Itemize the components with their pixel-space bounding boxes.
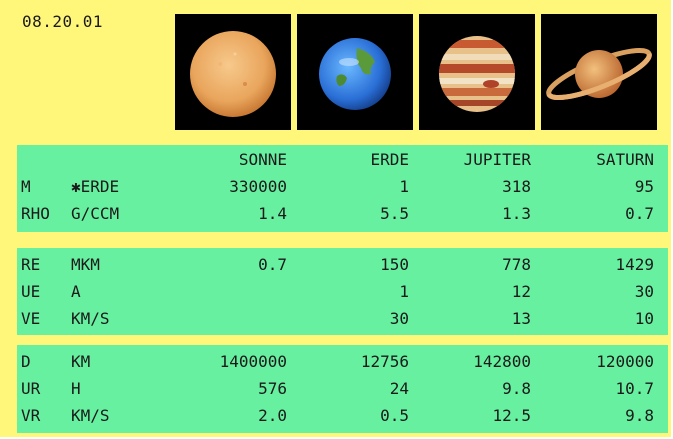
row-unit: KM	[71, 352, 91, 371]
table-cell: 1	[399, 177, 409, 196]
table-cell: 12756	[360, 352, 409, 371]
table-cell: 0.7	[258, 255, 287, 274]
row-unit: H	[71, 379, 81, 398]
table-cell: 12.5	[492, 406, 531, 425]
row-key: UR	[21, 379, 41, 398]
table-cell: 778	[502, 255, 531, 274]
table-cell: 1429	[615, 255, 654, 274]
row-key: RE	[21, 255, 41, 274]
table-cell: 318	[502, 177, 531, 196]
table-cell: 10	[634, 309, 654, 328]
table-cell: 30	[389, 309, 409, 328]
table-cell: 1	[399, 282, 409, 301]
row-unit: G/CCM	[71, 204, 120, 223]
row-unit: KM/S	[71, 406, 110, 425]
saturn-image	[541, 14, 657, 130]
table-cell: 142800	[473, 352, 531, 371]
header-jupiter: JUPITER	[463, 150, 531, 169]
row-key: UE	[21, 282, 41, 301]
earth-image	[297, 14, 413, 130]
row-key: VR	[21, 406, 41, 425]
header-sonne: SONNE	[238, 150, 287, 169]
row-unit: A	[71, 282, 81, 301]
table-cell: 1400000	[219, 352, 287, 371]
table-cell: 95	[634, 177, 654, 196]
table-cell: 30	[634, 282, 654, 301]
table-cell: 10.7	[615, 379, 654, 398]
table-cell: 120000	[596, 352, 654, 371]
row-unit: MKM	[71, 255, 100, 274]
table-cell: 5.5	[380, 204, 409, 223]
rotation-panel: D KM 1400000 12756 142800 120000 UR H 57…	[17, 345, 668, 433]
table-cell: 150	[380, 255, 409, 274]
orbit-panel: RE MKM 0.7 150 778 1429 UE A 1 12 30 VE …	[17, 248, 668, 335]
row-key: M	[21, 177, 31, 196]
table-cell: 12	[511, 282, 531, 301]
table-cell: 330000	[229, 177, 287, 196]
table-cell: 1.3	[502, 204, 531, 223]
row-key: VE	[21, 309, 41, 328]
row-unit: KM/S	[71, 309, 110, 328]
table-cell: 9.8	[502, 379, 531, 398]
table-cell: 24	[389, 379, 409, 398]
header-saturn: SATURN	[596, 150, 654, 169]
table-cell: 9.8	[625, 406, 654, 425]
row-unit: ✱ERDE	[71, 177, 120, 196]
table-cell: 0.7	[625, 204, 654, 223]
table-cell: 13	[511, 309, 531, 328]
row-key: RHO	[21, 204, 50, 223]
table-cell: 576	[258, 379, 287, 398]
mass-density-panel: SONNE ERDE JUPITER SATURN M ✱ERDE 330000…	[17, 145, 668, 232]
table-cell: 0.5	[380, 406, 409, 425]
table-cell: 1.4	[258, 204, 287, 223]
sun-image	[175, 14, 291, 130]
table-cell: 2.0	[258, 406, 287, 425]
header-erde: ERDE	[370, 150, 409, 169]
jupiter-image	[419, 14, 535, 130]
date-label: 08.20.01	[22, 12, 104, 31]
row-key: D	[21, 352, 31, 371]
